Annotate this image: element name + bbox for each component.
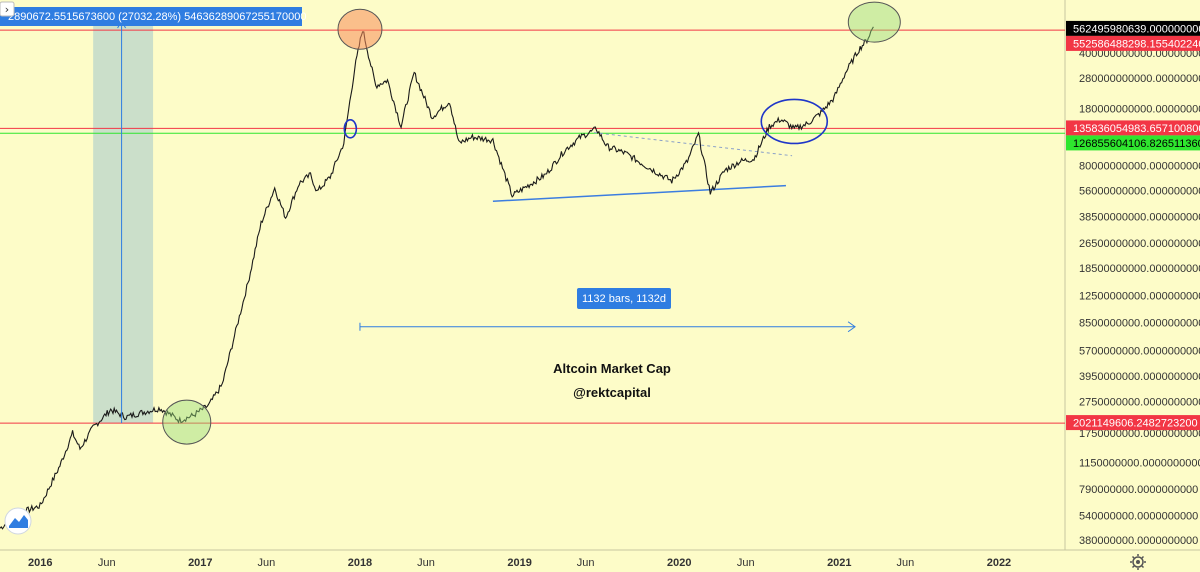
price-tag: 135836054983.6571008000 <box>1066 120 1200 136</box>
x-tick-label: 2020 <box>667 557 691 569</box>
shaded-range <box>93 20 154 424</box>
x-tick-label: Jun <box>896 557 914 569</box>
y-tick-label: 1150000000.0000000000 <box>1079 458 1200 470</box>
price-tag-label: 552586488298.1554022400 <box>1073 38 1200 50</box>
y-tick-label: 280000000000.0000000000 <box>1079 73 1200 85</box>
y-tick-label: 18500000000.0000000000 <box>1079 263 1200 275</box>
price-tag-label: 2021149606.2482723200 <box>1073 418 1198 430</box>
y-tick-label: 540000000.0000000000 <box>1079 511 1198 523</box>
top-info-text: 2890672.5515673600 (27032.28%) 546362890… <box>8 11 307 23</box>
x-tick-label: 2016 <box>28 557 52 569</box>
price-tag-label: 126855604106.8265113600 <box>1073 138 1200 150</box>
top-info-badge: 2890672.5515673600 (27032.28%) 546362890… <box>0 7 307 26</box>
annotation-ellipse <box>337 8 383 50</box>
x-tick-label: Jun <box>737 557 755 569</box>
x-tick-label: Jun <box>417 557 435 569</box>
x-tick-label: Jun <box>577 557 595 569</box>
settings-gear-icon[interactable] <box>1130 554 1146 570</box>
y-tick-label: 180000000000.0000000000 <box>1079 104 1200 116</box>
chevron-right-icon: › <box>5 3 9 16</box>
arrow-head-right <box>847 321 856 333</box>
annotation-ellipse <box>760 98 829 145</box>
y-tick-label: 2750000000.0000000000 <box>1079 397 1200 409</box>
price-tag-label: 562495980639.0000000000 <box>1073 23 1200 35</box>
x-tick-label: Jun <box>98 557 116 569</box>
y-tick-label: 80000000000.0000000000 <box>1079 160 1200 172</box>
tradingview-logo-icon[interactable] <box>4 507 32 535</box>
x-tick-label: 2018 <box>348 557 372 569</box>
chart-subtitle: @rektcapital <box>573 385 651 400</box>
x-tick-label: 2022 <box>987 557 1011 569</box>
y-tick-label: 26500000000.0000000000 <box>1079 238 1200 250</box>
y-tick-label: 790000000.0000000000 <box>1079 484 1198 496</box>
y-tick-label: 5700000000.0000000000 <box>1079 345 1200 357</box>
y-tick-label: 1750000000.0000000000 <box>1079 428 1200 440</box>
y-tick-label: 12500000000.0000000000 <box>1079 290 1200 302</box>
y-tick-label: 38500000000.0000000000 <box>1079 212 1200 224</box>
y-tick-label: 56000000000.0000000000 <box>1079 185 1200 197</box>
price-tag: 126855604106.8265113600 <box>1066 135 1200 151</box>
annotation-ellipse <box>343 119 358 139</box>
x-tick-label: 2019 <box>507 557 531 569</box>
price-tag-label: 135836054983.6571008000 <box>1073 123 1200 135</box>
x-tick-label: Jun <box>257 557 275 569</box>
collapse-button[interactable]: › <box>0 1 15 17</box>
annotation-ellipse <box>162 399 212 445</box>
x-tick-label: 2017 <box>188 557 212 569</box>
price-tag: 2021149606.2482723200 <box>1066 415 1200 431</box>
y-tick-label: 8500000000.0000000000 <box>1079 317 1200 329</box>
measure-label-text: 1132 bars, 1132d <box>582 293 666 305</box>
y-tick-label: 380000000.0000000000 <box>1079 535 1198 547</box>
price-tag: 552586488298.1554022400 <box>1066 35 1200 51</box>
trendline <box>492 184 786 203</box>
measure-label: 1132 bars, 1132d <box>577 288 671 309</box>
annotation-ellipse <box>847 1 901 43</box>
chart-title: Altcoin Market Cap <box>553 361 671 376</box>
y-tick-label: 3950000000.0000000000 <box>1079 371 1200 383</box>
x-tick-label: 2021 <box>827 557 851 569</box>
price-tag: 562495980639.0000000000 <box>1066 20 1200 36</box>
price-series-line <box>0 26 874 530</box>
